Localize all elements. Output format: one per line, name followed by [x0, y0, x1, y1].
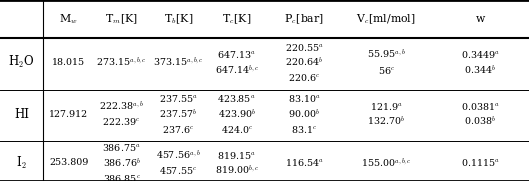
Text: 220.6$^{c}$: 220.6$^{c}$: [288, 72, 321, 83]
Text: P$_c$[bar]: P$_c$[bar]: [284, 12, 324, 26]
Text: T$_b$[K]: T$_b$[K]: [164, 12, 193, 26]
Text: 56$^{c}$: 56$^{c}$: [378, 65, 395, 76]
Text: 423.90$^{b}$: 423.90$^{b}$: [217, 107, 256, 121]
Text: 237.55$^{a}$: 237.55$^{a}$: [159, 93, 198, 104]
Text: 220.64$^{b}$: 220.64$^{b}$: [285, 56, 323, 69]
Text: 155.00$^{a,b,c}$: 155.00$^{a,b,c}$: [361, 156, 412, 170]
Text: 373.15$^{a,b,c}$: 373.15$^{a,b,c}$: [153, 56, 204, 69]
Text: V$_c$[ml/mol]: V$_c$[ml/mol]: [357, 12, 416, 26]
Text: 116.54$^{a}$: 116.54$^{a}$: [285, 157, 324, 168]
Text: 647.13$^{a}$: 647.13$^{a}$: [217, 49, 256, 60]
Text: 0.344$^{b}$: 0.344$^{b}$: [464, 63, 496, 77]
Text: 0.038$^{b}$: 0.038$^{b}$: [464, 115, 496, 129]
Text: 18.015: 18.015: [52, 58, 85, 67]
Text: T$_m$[K]: T$_m$[K]: [105, 12, 138, 26]
Text: 237.6$^{c}$: 237.6$^{c}$: [162, 124, 195, 135]
Text: 647.14$^{b,c}$: 647.14$^{b,c}$: [215, 63, 259, 77]
Text: 253.809: 253.809: [49, 158, 88, 167]
Text: 237.57$^{b}$: 237.57$^{b}$: [159, 107, 198, 121]
Text: 132.70$^{b}$: 132.70$^{b}$: [367, 115, 405, 129]
Text: 273.15$^{a,b,c}$: 273.15$^{a,b,c}$: [96, 56, 147, 69]
Text: 55.95$^{a,b}$: 55.95$^{a,b}$: [367, 48, 406, 62]
Text: 424.0$^{c}$: 424.0$^{c}$: [221, 124, 253, 135]
Text: M$_w$: M$_w$: [59, 12, 78, 26]
Text: H$_2$O: H$_2$O: [8, 54, 35, 70]
Text: 90.00$^{b}$: 90.00$^{b}$: [288, 107, 321, 121]
Text: 83.10$^{a}$: 83.10$^{a}$: [288, 93, 321, 104]
Text: 220.55$^{a}$: 220.55$^{a}$: [285, 42, 324, 52]
Text: 222.38$^{a,b}$: 222.38$^{a,b}$: [99, 100, 144, 113]
Text: 819.00$^{b,c}$: 819.00$^{b,c}$: [215, 164, 259, 177]
Text: 0.0381$^{a}$: 0.0381$^{a}$: [461, 101, 499, 112]
Text: 127.912: 127.912: [49, 110, 88, 119]
Text: 819.15$^{a}$: 819.15$^{a}$: [217, 150, 256, 161]
Text: 83.1$^{c}$: 83.1$^{c}$: [291, 124, 317, 135]
Text: 386.76$^{b}$: 386.76$^{b}$: [103, 156, 141, 170]
Text: 386.75$^{a}$: 386.75$^{a}$: [102, 142, 141, 153]
Text: 423.85$^{a}$: 423.85$^{a}$: [217, 93, 256, 104]
Text: HI: HI: [14, 108, 29, 121]
Text: 0.1115$^{a}$: 0.1115$^{a}$: [461, 157, 499, 168]
Text: I$_2$: I$_2$: [16, 155, 27, 171]
Text: 457.56$^{a,b}$: 457.56$^{a,b}$: [156, 148, 201, 162]
Text: 386.85$^{c}$: 386.85$^{c}$: [103, 173, 141, 181]
Text: 121.9$^{a}$: 121.9$^{a}$: [370, 101, 403, 112]
Text: 0.3449$^{a}$: 0.3449$^{a}$: [461, 49, 499, 60]
Text: 222.39$^{c}$: 222.39$^{c}$: [103, 116, 141, 127]
Text: T$_c$[K]: T$_c$[K]: [222, 12, 251, 26]
Text: w: w: [476, 14, 485, 24]
Text: 457.55$^{c}$: 457.55$^{c}$: [159, 165, 198, 176]
